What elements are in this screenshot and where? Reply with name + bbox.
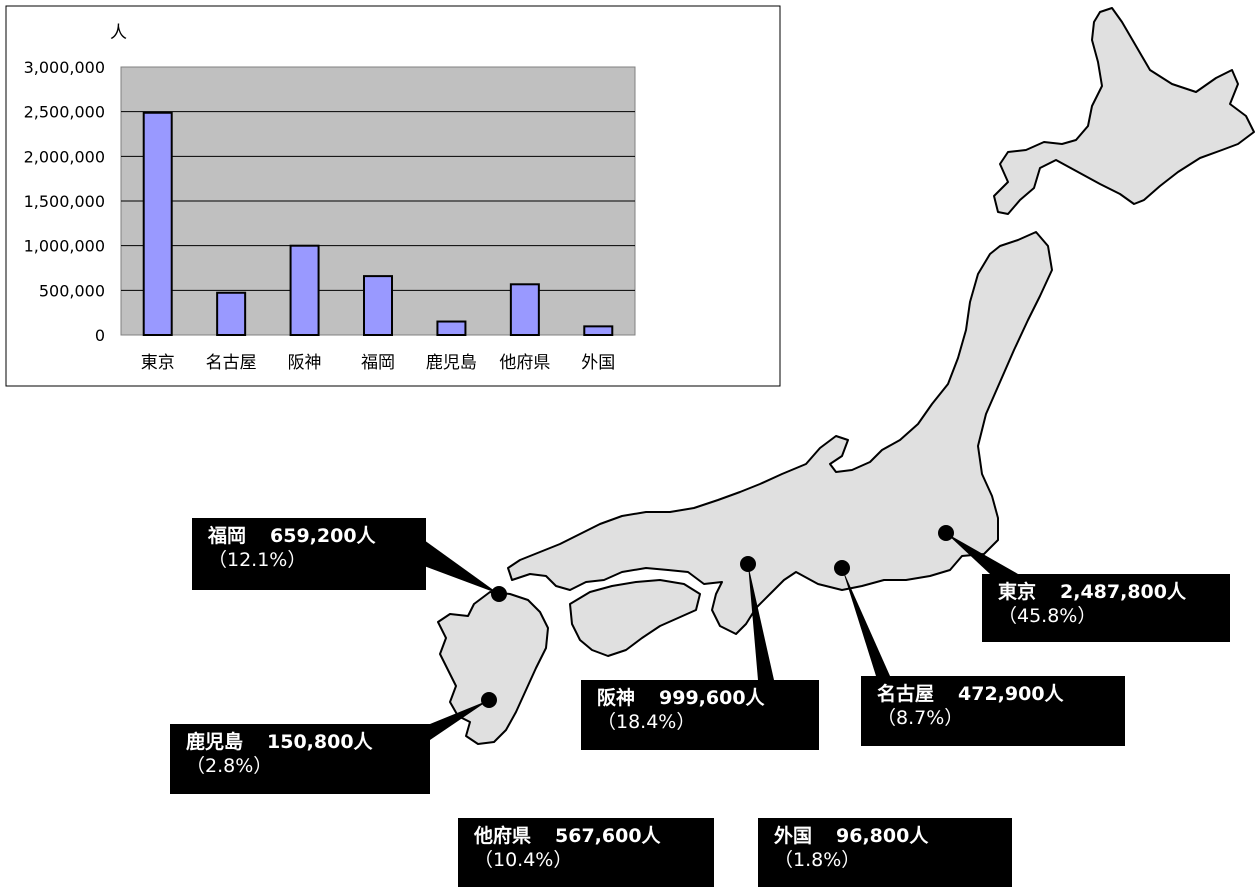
callout-other-prefectures-name: 他府県	[474, 825, 532, 847]
hanshin-pointer	[748, 564, 774, 680]
y-tick-label: 0	[95, 326, 105, 345]
tokyo-pointer	[946, 533, 1018, 574]
kagoshima-pointer	[430, 700, 489, 740]
x-tick-label: 阪神	[288, 353, 322, 373]
y-tick-label: 2,000,000	[24, 147, 105, 166]
x-tick-label: 東京	[141, 353, 175, 373]
y-tick-label: 500,000	[39, 281, 105, 300]
bar	[363, 275, 393, 337]
fukuoka-pointer	[424, 540, 499, 594]
callout-other-prefectures-percent: （10.4%）	[474, 849, 573, 871]
x-tick-labels: 東京 名古屋 阪神 福岡 鹿児島 他府県 外国	[141, 353, 616, 373]
hokkaido-shape	[993, 7, 1255, 215]
callout-other-prefectures-value: 567,600人	[555, 825, 661, 847]
x-tick-label: 名古屋	[206, 353, 257, 373]
callout-tokyo-value: 2,487,800人	[1060, 581, 1186, 603]
callout-nagoya: 名古屋 472,900人 （8.7%）	[861, 676, 1125, 746]
callout-fukuoka: 福岡 659,200人 （12.1%）	[192, 518, 426, 590]
callout-other-prefectures: 他府県 567,600人 （10.4%）	[458, 818, 714, 887]
bar	[142, 111, 173, 336]
callout-nagoya-value: 472,900人	[958, 683, 1064, 705]
callout-fukuoka-value: 659,200人	[270, 525, 376, 547]
y-unit-label: 人	[110, 23, 127, 43]
callout-overseas-value: 96,800人	[836, 825, 929, 847]
bars	[142, 111, 614, 337]
y-tick-label: 2,500,000	[24, 103, 105, 122]
bar	[289, 244, 320, 336]
callout-nagoya-percent: （8.7%）	[877, 707, 964, 729]
callout-tokyo-name: 東京	[998, 581, 1037, 603]
callout-fukuoka-percent: （12.1%）	[208, 549, 307, 571]
x-tick-label: 福岡	[361, 353, 395, 373]
bar	[216, 291, 247, 337]
callout-kagoshima-name: 鹿児島	[186, 731, 244, 753]
bar	[509, 283, 540, 337]
bar	[436, 320, 467, 337]
x-tick-label: 鹿児島	[426, 353, 477, 373]
callout-fukuoka-name: 福岡	[208, 525, 247, 547]
callout-overseas: 外国 96,800人 （1.8%）	[758, 818, 1012, 887]
callout-tokyo-percent: （45.8%）	[998, 605, 1097, 627]
callout-kagoshima-percent: （2.8%）	[186, 755, 273, 777]
callout-nagoya-name: 名古屋	[877, 683, 935, 705]
callout-kagoshima-value: 150,800人	[267, 731, 373, 753]
y-tick-label: 1,500,000	[24, 192, 105, 211]
y-tick-label: 3,000,000	[24, 58, 105, 77]
callout-hanshin-percent: （18.4%）	[597, 711, 696, 733]
callout-kagoshima: 鹿児島 150,800人 （2.8%）	[170, 724, 430, 794]
shikoku-shape	[569, 579, 701, 657]
nagoya-pointer	[842, 568, 890, 676]
callout-hanshin-value: 999,600人	[659, 687, 765, 709]
callout-hanshin-name: 阪神	[597, 687, 636, 709]
callout-hanshin: 阪神 999,600人 （18.4%）	[581, 680, 819, 750]
y-tick-label: 1,000,000	[24, 237, 105, 256]
bar	[583, 325, 614, 337]
y-tick-labels: 0 500,000 1,000,000 1,500,000 2,000,000 2,500…	[24, 58, 105, 345]
x-tick-label: 他府県	[499, 353, 550, 373]
x-tick-label: 外国	[581, 353, 615, 373]
callout-overseas-name: 外国	[774, 825, 813, 847]
callout-overseas-percent: （1.8%）	[774, 849, 861, 871]
kyushu-shape	[437, 591, 549, 745]
honshu-shape	[507, 231, 1053, 635]
callout-tokyo: 東京 2,487,800人 （45.8%）	[982, 574, 1230, 642]
